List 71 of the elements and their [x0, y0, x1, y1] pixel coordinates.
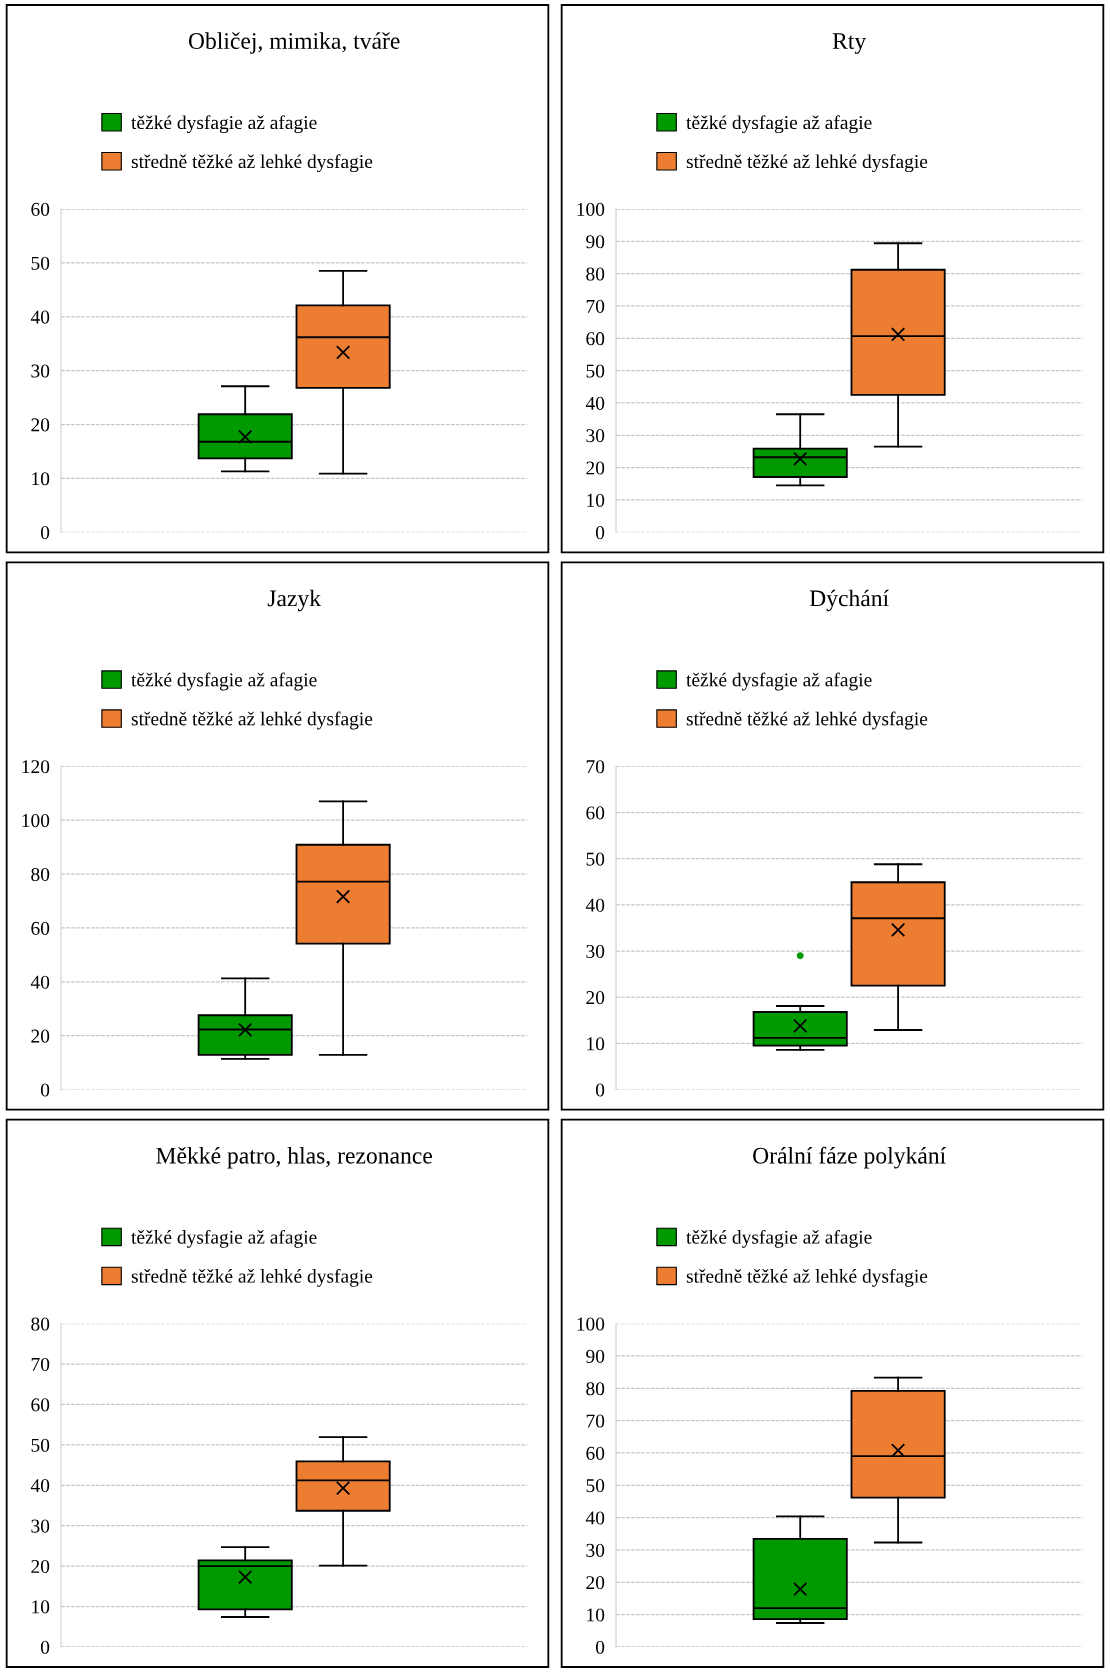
y-tick-label: 60 — [586, 1446, 605, 1460]
y-tick-label: 10 — [587, 1608, 605, 1622]
legend-label: těžké dysfagie až afagie — [131, 672, 317, 691]
y-tick-label: 10 — [32, 472, 50, 486]
legend-label: těžké dysfagie až afagie — [686, 672, 872, 691]
y-tick-label: 100 — [577, 202, 605, 216]
y-tick-label: 60 — [586, 332, 605, 346]
y-tick-label: 10 — [587, 1037, 605, 1051]
chart-title: Dýchání — [809, 589, 889, 612]
y-tick-label: 40 — [585, 898, 605, 912]
y-tick-label: 40 — [30, 975, 50, 989]
y-tick-label: 100 — [22, 814, 50, 828]
legend-label: těžké dysfagie až afagie — [686, 1229, 872, 1248]
y-tick-label: 20 — [586, 461, 605, 475]
y-tick-label: 30 — [586, 429, 605, 443]
legend-label: středně těžké až lehké dysfagie — [686, 711, 928, 730]
y-tick-label: 50 — [586, 852, 605, 866]
y-tick-label: 90 — [586, 1349, 605, 1363]
y-tick-label: 20 — [586, 991, 605, 1005]
y-tick-label: 0 — [595, 526, 605, 540]
chart-title: Měkké patro, hlas, rezonance — [156, 1146, 432, 1169]
y-tick-label: 120 — [22, 760, 50, 774]
y-tick-label: 80 — [31, 867, 50, 882]
y-tick-label: 40 — [585, 1511, 605, 1525]
y-tick-label: 70 — [586, 760, 605, 774]
y-tick-label: 20 — [31, 1029, 50, 1043]
y-tick-label: 70 — [586, 299, 605, 313]
y-tick-label: 40 — [30, 310, 50, 324]
y-tick-label: 80 — [586, 1382, 605, 1396]
y-tick-label: 60 — [31, 1398, 50, 1412]
legend-label: středně těžké až lehké dysfagie — [131, 154, 373, 173]
y-tick-label: 0 — [595, 1083, 605, 1097]
y-tick-label: 0 — [595, 1640, 605, 1654]
y-tick-label: 30 — [31, 1519, 50, 1533]
y-tick-label: 60 — [31, 921, 50, 935]
y-tick-label: 30 — [31, 364, 50, 378]
legend-label: těžké dysfagie až afagie — [686, 115, 872, 134]
chart-title: Jazyk — [267, 589, 322, 612]
y-tick-label: 20 — [31, 418, 50, 432]
legend-label: středně těžké až lehké dysfagie — [131, 711, 373, 730]
y-tick-label: 50 — [31, 256, 50, 270]
y-tick-label: 40 — [30, 1479, 50, 1493]
legend-label: těžké dysfagie až afagie — [131, 115, 317, 134]
y-tick-label: 0 — [40, 526, 50, 540]
y-tick-label: 80 — [31, 1317, 50, 1331]
y-tick-label: 30 — [586, 944, 605, 958]
y-tick-label: 80 — [586, 267, 605, 281]
y-tick-label: 20 — [586, 1576, 605, 1590]
legend-label: těžké dysfagie až afagie — [131, 1229, 317, 1248]
y-tick-label: 50 — [31, 1438, 50, 1452]
legend-label: středně těžké až lehké dysfagie — [131, 1268, 373, 1287]
y-tick-label: 40 — [585, 396, 605, 410]
y-tick-label: 50 — [586, 364, 605, 378]
chart-title: Rty — [832, 33, 867, 54]
legend-label: středně těžké až lehké dysfagie — [686, 1268, 928, 1287]
y-tick-label: 100 — [577, 1317, 605, 1331]
y-tick-label: 0 — [40, 1640, 50, 1654]
y-tick-label: 50 — [586, 1479, 605, 1493]
y-tick-label: 10 — [32, 1600, 50, 1614]
y-tick-label: 0 — [40, 1083, 50, 1097]
y-tick-label: 60 — [586, 806, 605, 820]
y-tick-label: 10 — [587, 493, 605, 507]
legend-label: středně těžké až lehké dysfagie — [686, 154, 928, 173]
chart-title: Obličej, mimika, tváře — [188, 32, 400, 54]
chart-title: Orální fáze polykání — [753, 1146, 946, 1169]
y-tick-label: 70 — [586, 1414, 605, 1428]
y-tick-label: 60 — [31, 202, 50, 216]
y-tick-label: 30 — [586, 1543, 605, 1557]
y-tick-label: 70 — [31, 1357, 50, 1372]
y-tick-label: 90 — [586, 235, 605, 249]
y-tick-label: 20 — [31, 1559, 50, 1574]
